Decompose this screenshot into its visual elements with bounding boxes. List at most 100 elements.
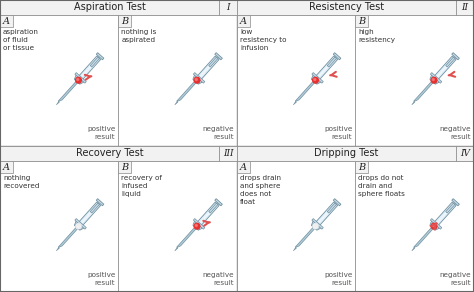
Polygon shape xyxy=(311,221,321,230)
Polygon shape xyxy=(430,75,439,84)
Polygon shape xyxy=(209,57,218,67)
Polygon shape xyxy=(96,53,104,60)
Text: B: B xyxy=(121,163,128,171)
Polygon shape xyxy=(333,199,341,206)
Bar xyxy=(456,146,474,161)
Polygon shape xyxy=(318,58,336,78)
Bar xyxy=(0,0,219,15)
Polygon shape xyxy=(58,226,79,248)
Polygon shape xyxy=(414,80,434,102)
Bar xyxy=(237,0,456,15)
Circle shape xyxy=(76,223,82,229)
Polygon shape xyxy=(75,73,86,83)
Text: negative
result: negative result xyxy=(202,126,234,140)
Bar xyxy=(237,161,356,292)
Polygon shape xyxy=(193,219,205,229)
Polygon shape xyxy=(333,53,341,60)
Text: nothing is
aspirated: nothing is aspirated xyxy=(121,29,157,43)
Polygon shape xyxy=(293,248,296,251)
Polygon shape xyxy=(312,219,323,229)
Polygon shape xyxy=(197,202,219,226)
Text: II: II xyxy=(462,3,468,12)
Text: A: A xyxy=(3,163,10,171)
Text: positive
result: positive result xyxy=(87,272,116,286)
Polygon shape xyxy=(452,199,459,206)
Polygon shape xyxy=(74,221,84,230)
Bar xyxy=(118,161,131,173)
Polygon shape xyxy=(175,102,178,105)
Polygon shape xyxy=(90,203,100,213)
Polygon shape xyxy=(58,80,79,102)
Polygon shape xyxy=(318,204,336,224)
Polygon shape xyxy=(209,203,218,213)
Bar xyxy=(118,15,131,27)
Bar xyxy=(219,0,237,15)
Polygon shape xyxy=(79,56,100,80)
Text: Resistency Test: Resistency Test xyxy=(309,3,384,13)
Polygon shape xyxy=(193,75,202,84)
Text: III: III xyxy=(223,149,233,158)
Text: IV: IV xyxy=(460,149,470,158)
Polygon shape xyxy=(412,102,415,105)
Polygon shape xyxy=(79,202,100,226)
Bar xyxy=(237,146,456,161)
Polygon shape xyxy=(215,199,222,206)
Polygon shape xyxy=(193,221,202,230)
Circle shape xyxy=(195,225,197,227)
Polygon shape xyxy=(316,202,337,226)
Text: negative
result: negative result xyxy=(439,126,471,140)
Text: B: B xyxy=(358,163,365,171)
Polygon shape xyxy=(316,56,337,80)
Text: recovery of
infused
liquid: recovery of infused liquid xyxy=(121,175,163,197)
Text: positive
result: positive result xyxy=(324,126,353,140)
Polygon shape xyxy=(295,226,316,248)
Polygon shape xyxy=(96,199,104,206)
Polygon shape xyxy=(199,204,217,224)
Bar xyxy=(118,161,237,292)
Polygon shape xyxy=(434,56,456,80)
Circle shape xyxy=(431,77,437,83)
Polygon shape xyxy=(311,75,321,84)
Circle shape xyxy=(194,223,200,229)
Bar xyxy=(0,146,219,161)
Text: A: A xyxy=(3,17,10,25)
Text: B: B xyxy=(358,17,365,25)
Bar xyxy=(356,15,368,27)
Circle shape xyxy=(77,79,79,81)
Polygon shape xyxy=(90,57,100,67)
Circle shape xyxy=(194,77,200,83)
Polygon shape xyxy=(193,73,205,83)
Polygon shape xyxy=(75,219,86,229)
Bar xyxy=(237,161,250,173)
Bar xyxy=(356,161,474,292)
Polygon shape xyxy=(56,102,59,105)
Text: I: I xyxy=(226,3,230,12)
Polygon shape xyxy=(327,57,337,67)
Text: A: A xyxy=(240,163,247,171)
Bar xyxy=(118,15,237,146)
Text: negative
result: negative result xyxy=(202,272,234,286)
Polygon shape xyxy=(430,221,439,230)
Polygon shape xyxy=(436,204,454,224)
Polygon shape xyxy=(215,53,222,60)
Polygon shape xyxy=(177,80,197,102)
Text: nothing
recovered: nothing recovered xyxy=(3,175,39,189)
Polygon shape xyxy=(74,75,84,84)
Polygon shape xyxy=(312,73,323,83)
Text: aspiration
of fluid
or tissue: aspiration of fluid or tissue xyxy=(3,29,39,51)
Bar xyxy=(456,0,474,15)
Text: Recovery Test: Recovery Test xyxy=(76,149,143,159)
Polygon shape xyxy=(414,226,434,248)
Bar xyxy=(356,161,368,173)
Text: Aspiration Test: Aspiration Test xyxy=(73,3,146,13)
Bar xyxy=(356,15,474,146)
Bar xyxy=(237,146,474,292)
Circle shape xyxy=(314,79,316,81)
Circle shape xyxy=(76,77,82,83)
Polygon shape xyxy=(452,53,459,60)
Polygon shape xyxy=(412,248,415,251)
Polygon shape xyxy=(293,102,296,105)
Text: Dripping Test: Dripping Test xyxy=(314,149,379,159)
Bar xyxy=(237,0,474,146)
Polygon shape xyxy=(175,248,178,251)
